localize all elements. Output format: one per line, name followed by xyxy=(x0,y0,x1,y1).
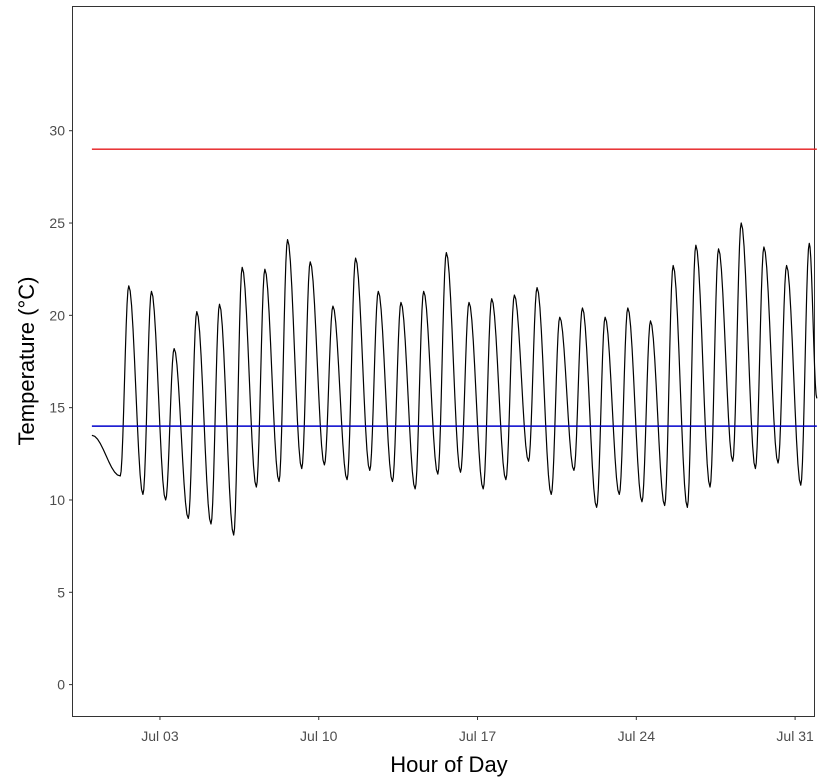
y-axis-title: Temperature (°C) xyxy=(14,277,39,446)
series-layer xyxy=(91,148,818,536)
y-tick-label: 30 xyxy=(49,123,65,139)
x-tick-label: Jul 24 xyxy=(618,728,656,744)
x-tick-label: Jul 10 xyxy=(300,728,338,744)
y-tick-label: 20 xyxy=(49,307,65,323)
y-axis: 0 5 10 15 20 25 30 xyxy=(49,123,73,693)
y-tick-label: 10 xyxy=(49,492,65,508)
y-tick-label: 5 xyxy=(57,584,65,600)
x-axis: Jul 03 Jul 10 Jul 17 Jul 24 Jul 31 xyxy=(141,716,814,744)
x-tick-label: Jul 03 xyxy=(141,728,179,744)
x-axis-title: Hour of Day xyxy=(390,752,507,777)
x-tick-label: Jul 31 xyxy=(776,728,814,744)
y-tick-label: 15 xyxy=(49,400,65,416)
y-tick-label: 25 xyxy=(49,215,65,231)
temperature-line xyxy=(91,222,818,536)
x-tick-label: Jul 17 xyxy=(459,728,497,744)
y-tick-label: 0 xyxy=(57,677,65,693)
